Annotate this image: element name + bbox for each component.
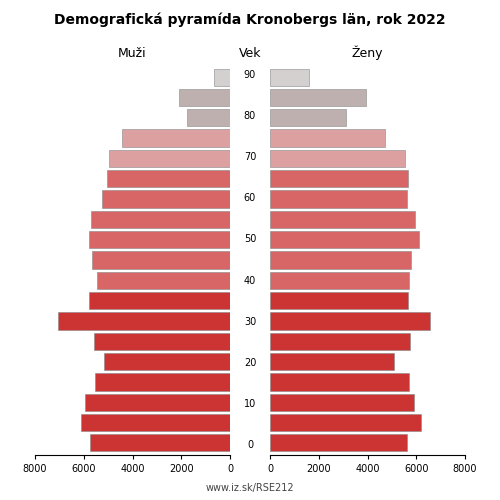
Text: 40: 40	[244, 276, 256, 285]
Bar	[82, 414, 230, 431]
Bar	[92, 252, 230, 268]
Text: Ženy: Ženy	[352, 46, 384, 60]
Bar	[270, 272, 409, 289]
Bar	[270, 292, 407, 310]
Bar	[270, 190, 406, 208]
Bar	[270, 252, 412, 268]
Bar	[94, 332, 230, 350]
Bar	[88, 292, 230, 310]
Bar	[270, 231, 418, 248]
Bar	[122, 130, 230, 147]
Text: 70: 70	[244, 152, 256, 162]
Bar	[91, 210, 230, 228]
Text: 0: 0	[247, 440, 253, 450]
Text: 20: 20	[244, 358, 256, 368]
Bar	[85, 394, 230, 411]
Bar	[270, 68, 309, 86]
Bar	[214, 68, 230, 86]
Text: www.iz.sk/RSE212: www.iz.sk/RSE212	[206, 482, 294, 492]
Bar	[97, 272, 230, 289]
Bar	[94, 373, 230, 390]
Bar	[270, 130, 384, 147]
Text: 10: 10	[244, 398, 256, 408]
Text: Vek: Vek	[239, 47, 261, 60]
Bar	[270, 109, 345, 126]
Bar	[270, 170, 407, 188]
Bar	[270, 434, 406, 452]
Bar	[88, 231, 230, 248]
Bar	[270, 312, 430, 330]
Bar	[102, 190, 230, 208]
Bar	[90, 434, 230, 452]
Bar	[270, 89, 366, 106]
Text: 30: 30	[244, 316, 256, 326]
Bar	[58, 312, 230, 330]
Bar	[270, 150, 406, 167]
Text: 90: 90	[244, 70, 256, 81]
Bar	[270, 353, 394, 370]
Bar	[270, 373, 409, 390]
Text: Demografická pyramída Kronobergs län, rok 2022: Demografická pyramída Kronobergs län, ro…	[54, 12, 446, 27]
Bar	[110, 150, 230, 167]
Bar	[270, 332, 410, 350]
Bar	[107, 170, 230, 188]
Text: 60: 60	[244, 194, 256, 203]
Text: Muži: Muži	[118, 47, 147, 60]
Bar	[179, 89, 230, 106]
Bar	[270, 394, 414, 411]
Bar	[104, 353, 230, 370]
Bar	[270, 210, 415, 228]
Text: 50: 50	[244, 234, 256, 244]
Text: 80: 80	[244, 112, 256, 122]
Bar	[270, 414, 421, 431]
Bar	[188, 109, 230, 126]
